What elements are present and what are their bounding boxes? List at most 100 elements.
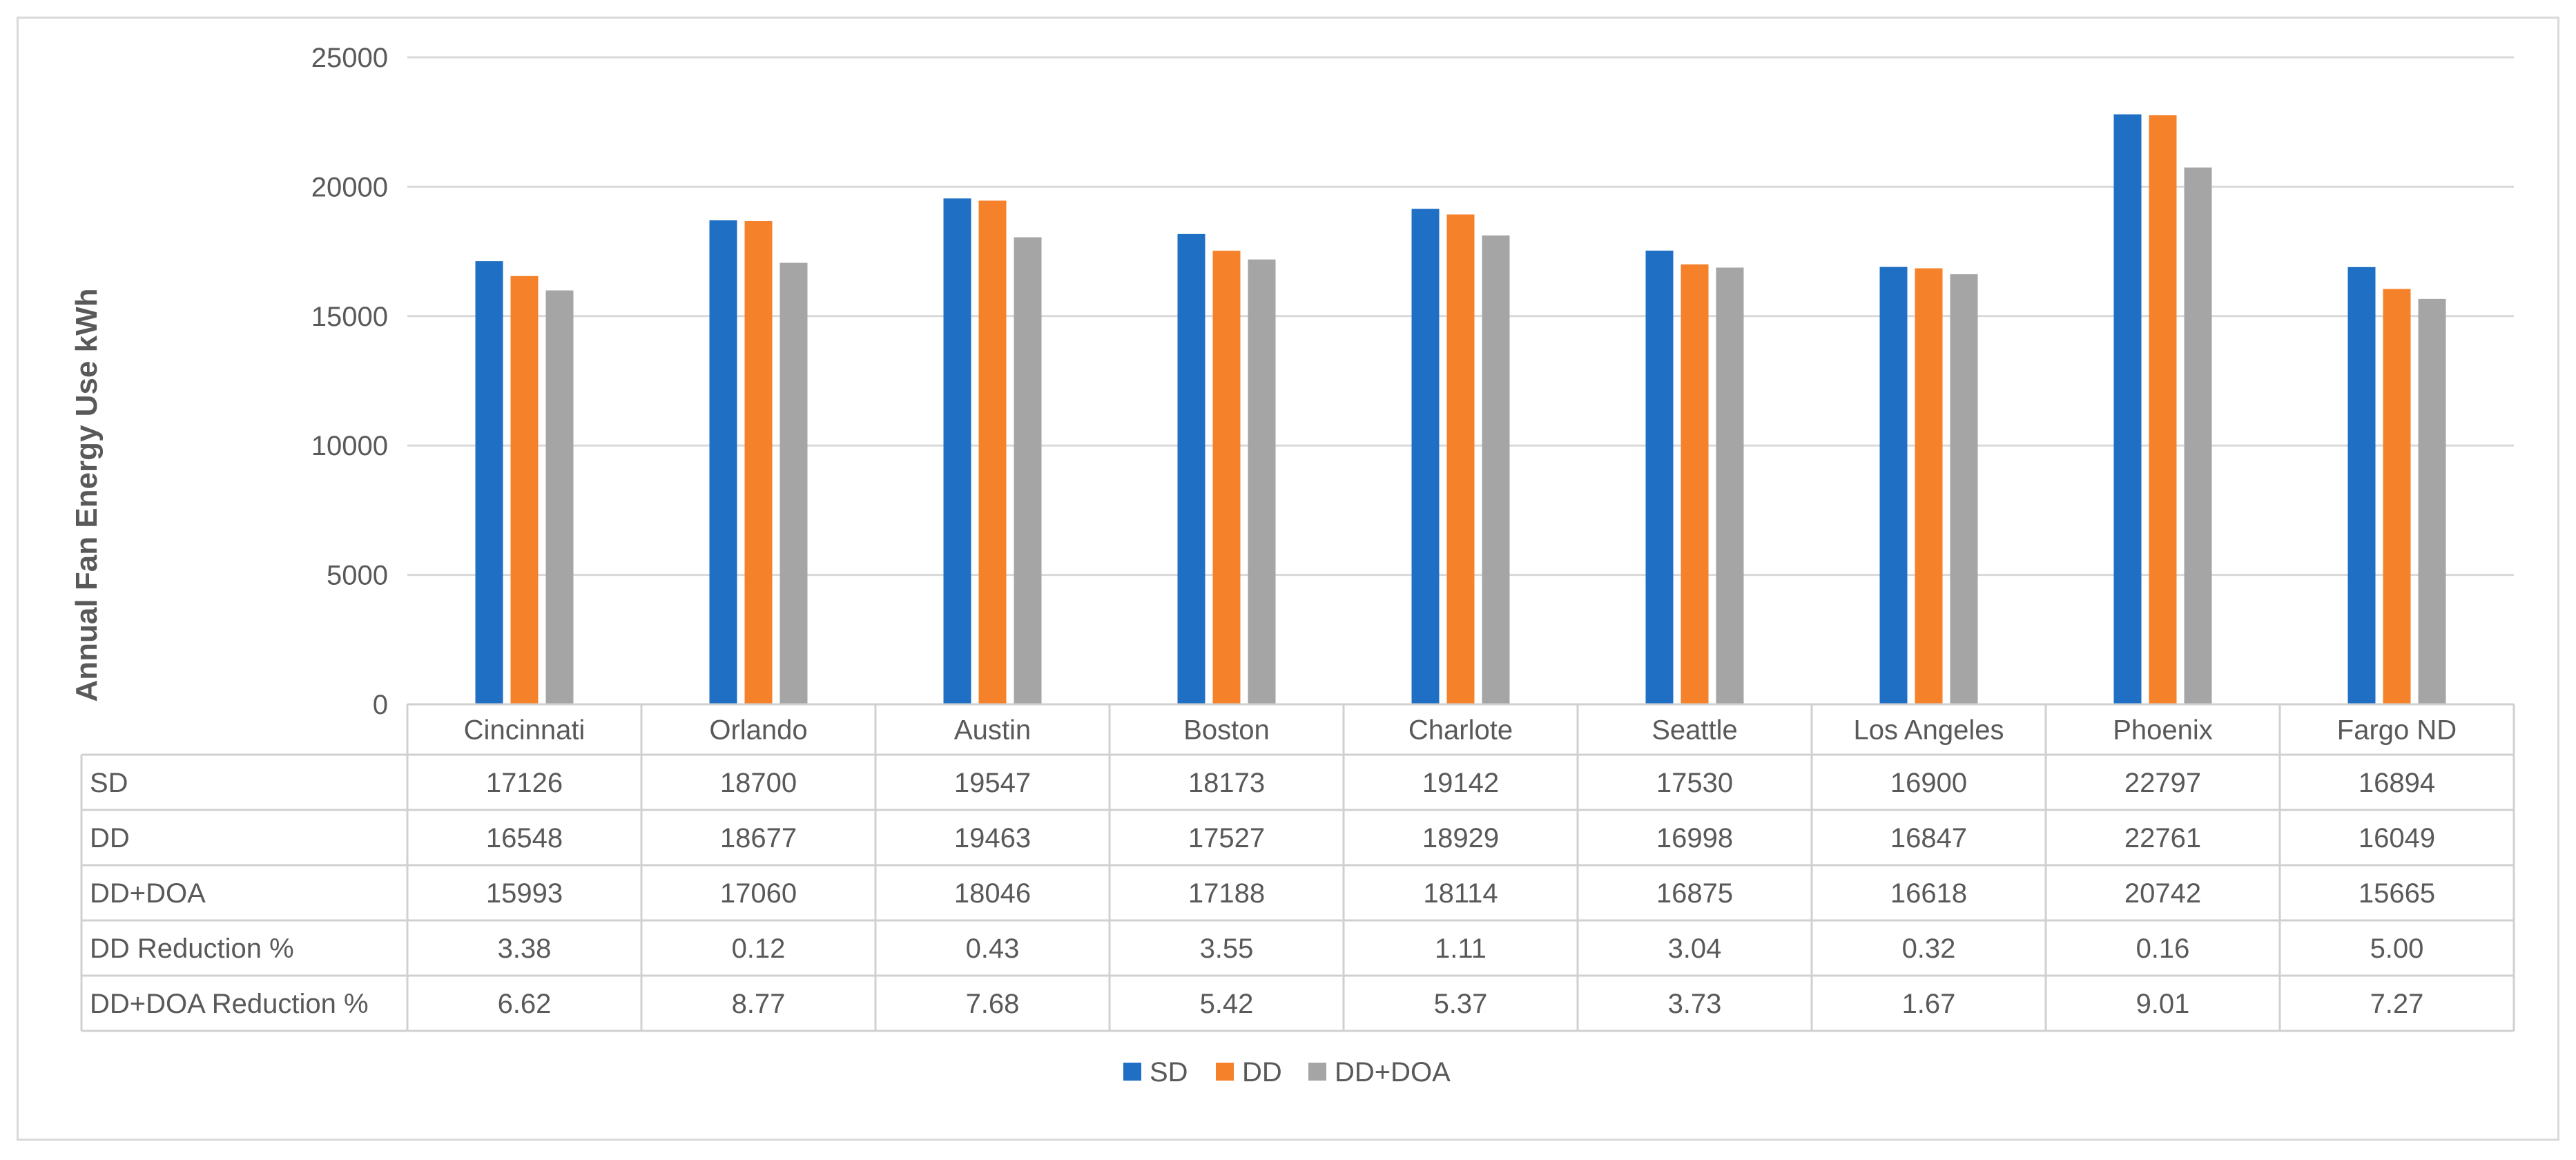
table-cell: 18677	[720, 823, 797, 853]
bar-sd	[1645, 250, 1674, 704]
table-cell: 16548	[486, 823, 563, 853]
table-cell: 9.01	[2136, 989, 2190, 1019]
table-cell: 1.67	[1902, 989, 1956, 1019]
x-category-label: Phoenix	[2113, 715, 2213, 746]
table-cell: 18046	[954, 878, 1031, 909]
table-cell: 5.00	[2370, 934, 2424, 964]
bar-dd	[1212, 251, 1241, 705]
table-row-label: DD+DOA	[90, 878, 206, 909]
bar-dd	[2383, 289, 2411, 704]
table-cell: 0.12	[732, 934, 786, 964]
legend: SD DD DD+DOA	[1123, 1057, 1451, 1088]
bar-sd	[475, 261, 503, 704]
legend-label: DD	[1242, 1057, 1282, 1088]
x-category-label: Austin	[954, 715, 1031, 746]
table-cell: 17188	[1188, 878, 1265, 909]
data-table: Cincinnati Orlando Austin Boston Charlote Sea…	[80, 703, 2515, 1032]
table-cell: 7.27	[2370, 989, 2424, 1019]
bar-sd	[1879, 267, 1908, 704]
table-cell: 5.37	[1434, 989, 1488, 1019]
bar-sd	[1177, 233, 1205, 704]
table-cell: 16875	[1656, 878, 1733, 909]
bar-dd-doa	[1248, 259, 1276, 704]
bar-dd-doa	[2418, 298, 2446, 704]
table-cell: 1.11	[1435, 934, 1486, 964]
bars	[475, 114, 2446, 705]
table-cell: 16049	[2359, 823, 2435, 853]
bar-chart: 0 5000 10000 15000 20000 25000 Annual Fan Ene…	[70, 43, 2515, 1088]
table-cell: 3.55	[1200, 934, 1254, 964]
bar-dd-doa	[1482, 235, 1510, 704]
bar-sd	[943, 198, 971, 705]
y-axis-ticks: 0 5000 10000 15000 20000 25000	[311, 43, 388, 720]
bar-dd-doa	[1716, 267, 1744, 704]
table-cell: 18700	[720, 768, 797, 798]
y-tick-label: 5000	[327, 561, 388, 591]
table-row-label: DD+DOA Reduction %	[90, 989, 369, 1019]
bar-sd	[709, 220, 737, 704]
y-tick-label: 15000	[311, 302, 388, 332]
table-cell: 5.42	[1200, 989, 1254, 1019]
table-cell: 19547	[954, 768, 1031, 798]
bar-dd	[1446, 214, 1475, 704]
x-category-label: Fargo ND	[2337, 715, 2457, 746]
x-category-label: Los Angeles	[1854, 715, 2004, 746]
table-cell: 16998	[1656, 823, 1733, 853]
table-cell: 16618	[1890, 878, 1967, 909]
bar-dd	[744, 220, 773, 704]
x-category-label: Boston	[1183, 715, 1270, 746]
chart-frame: 0 5000 10000 15000 20000 25000 Annual Fan Ene…	[17, 17, 2559, 1141]
table-cell: 22797	[2124, 768, 2201, 798]
bar-dd-doa	[1950, 274, 1978, 704]
bar-dd-doa	[2184, 167, 2212, 704]
legend-swatch-sd	[1123, 1063, 1141, 1081]
x-category-label: Charlote	[1408, 715, 1513, 746]
table-cell: 17126	[486, 768, 563, 798]
x-category-label: Orlando	[709, 715, 807, 746]
y-axis-label: Annual Fan Energy Use kWh	[70, 289, 104, 702]
table-row-label: DD	[90, 823, 130, 853]
x-category-label: Cincinnati	[464, 715, 585, 746]
table-cell: 7.68	[966, 989, 1020, 1019]
legend-swatch-dd	[1216, 1063, 1234, 1081]
table-row-label: SD	[90, 768, 128, 798]
table-cell: 17060	[720, 878, 797, 909]
table-cell: 0.16	[2136, 934, 2190, 964]
y-tick-label: 0	[373, 690, 388, 720]
table-cell: 19463	[954, 823, 1031, 853]
table-cell: 17527	[1188, 823, 1265, 853]
table-cell: 3.73	[1668, 989, 1722, 1019]
table-cell: 18173	[1188, 768, 1265, 798]
table-cell: 22761	[2124, 823, 2201, 853]
legend-label: DD+DOA	[1335, 1057, 1451, 1088]
bar-dd	[1681, 264, 1709, 705]
y-tick-label: 20000	[311, 172, 388, 202]
legend-swatch-dd-doa	[1308, 1063, 1326, 1081]
bar-dd	[510, 276, 539, 704]
table-cell: 20742	[2124, 878, 2201, 909]
table-cell: 17530	[1656, 768, 1733, 798]
table-cell: 3.38	[498, 934, 552, 964]
table-cell: 6.62	[498, 989, 552, 1019]
table-cell: 16847	[1890, 823, 1967, 853]
bar-dd	[2149, 115, 2177, 704]
table-cell: 19142	[1422, 768, 1499, 798]
table-cell: 0.43	[966, 934, 1020, 964]
table-cell: 18114	[1423, 878, 1498, 909]
table-cell: 8.77	[732, 989, 786, 1019]
bar-dd-doa	[1014, 237, 1042, 704]
y-tick-label: 25000	[311, 43, 388, 73]
legend-label: SD	[1150, 1057, 1188, 1088]
bar-dd-doa	[545, 290, 574, 704]
bar-dd-doa	[779, 262, 808, 704]
table-cell: 16900	[1890, 768, 1967, 798]
table-cell: 0.32	[1902, 934, 1956, 964]
x-category-label: Seattle	[1652, 715, 1738, 746]
y-tick-label: 10000	[311, 431, 388, 461]
table-cell: 18929	[1422, 823, 1499, 853]
table-row-label: DD Reduction %	[90, 934, 294, 964]
bar-sd	[2347, 267, 2376, 704]
table-cell: 15993	[486, 878, 563, 909]
bar-dd	[978, 200, 1007, 705]
table-cell: 3.04	[1668, 934, 1722, 964]
